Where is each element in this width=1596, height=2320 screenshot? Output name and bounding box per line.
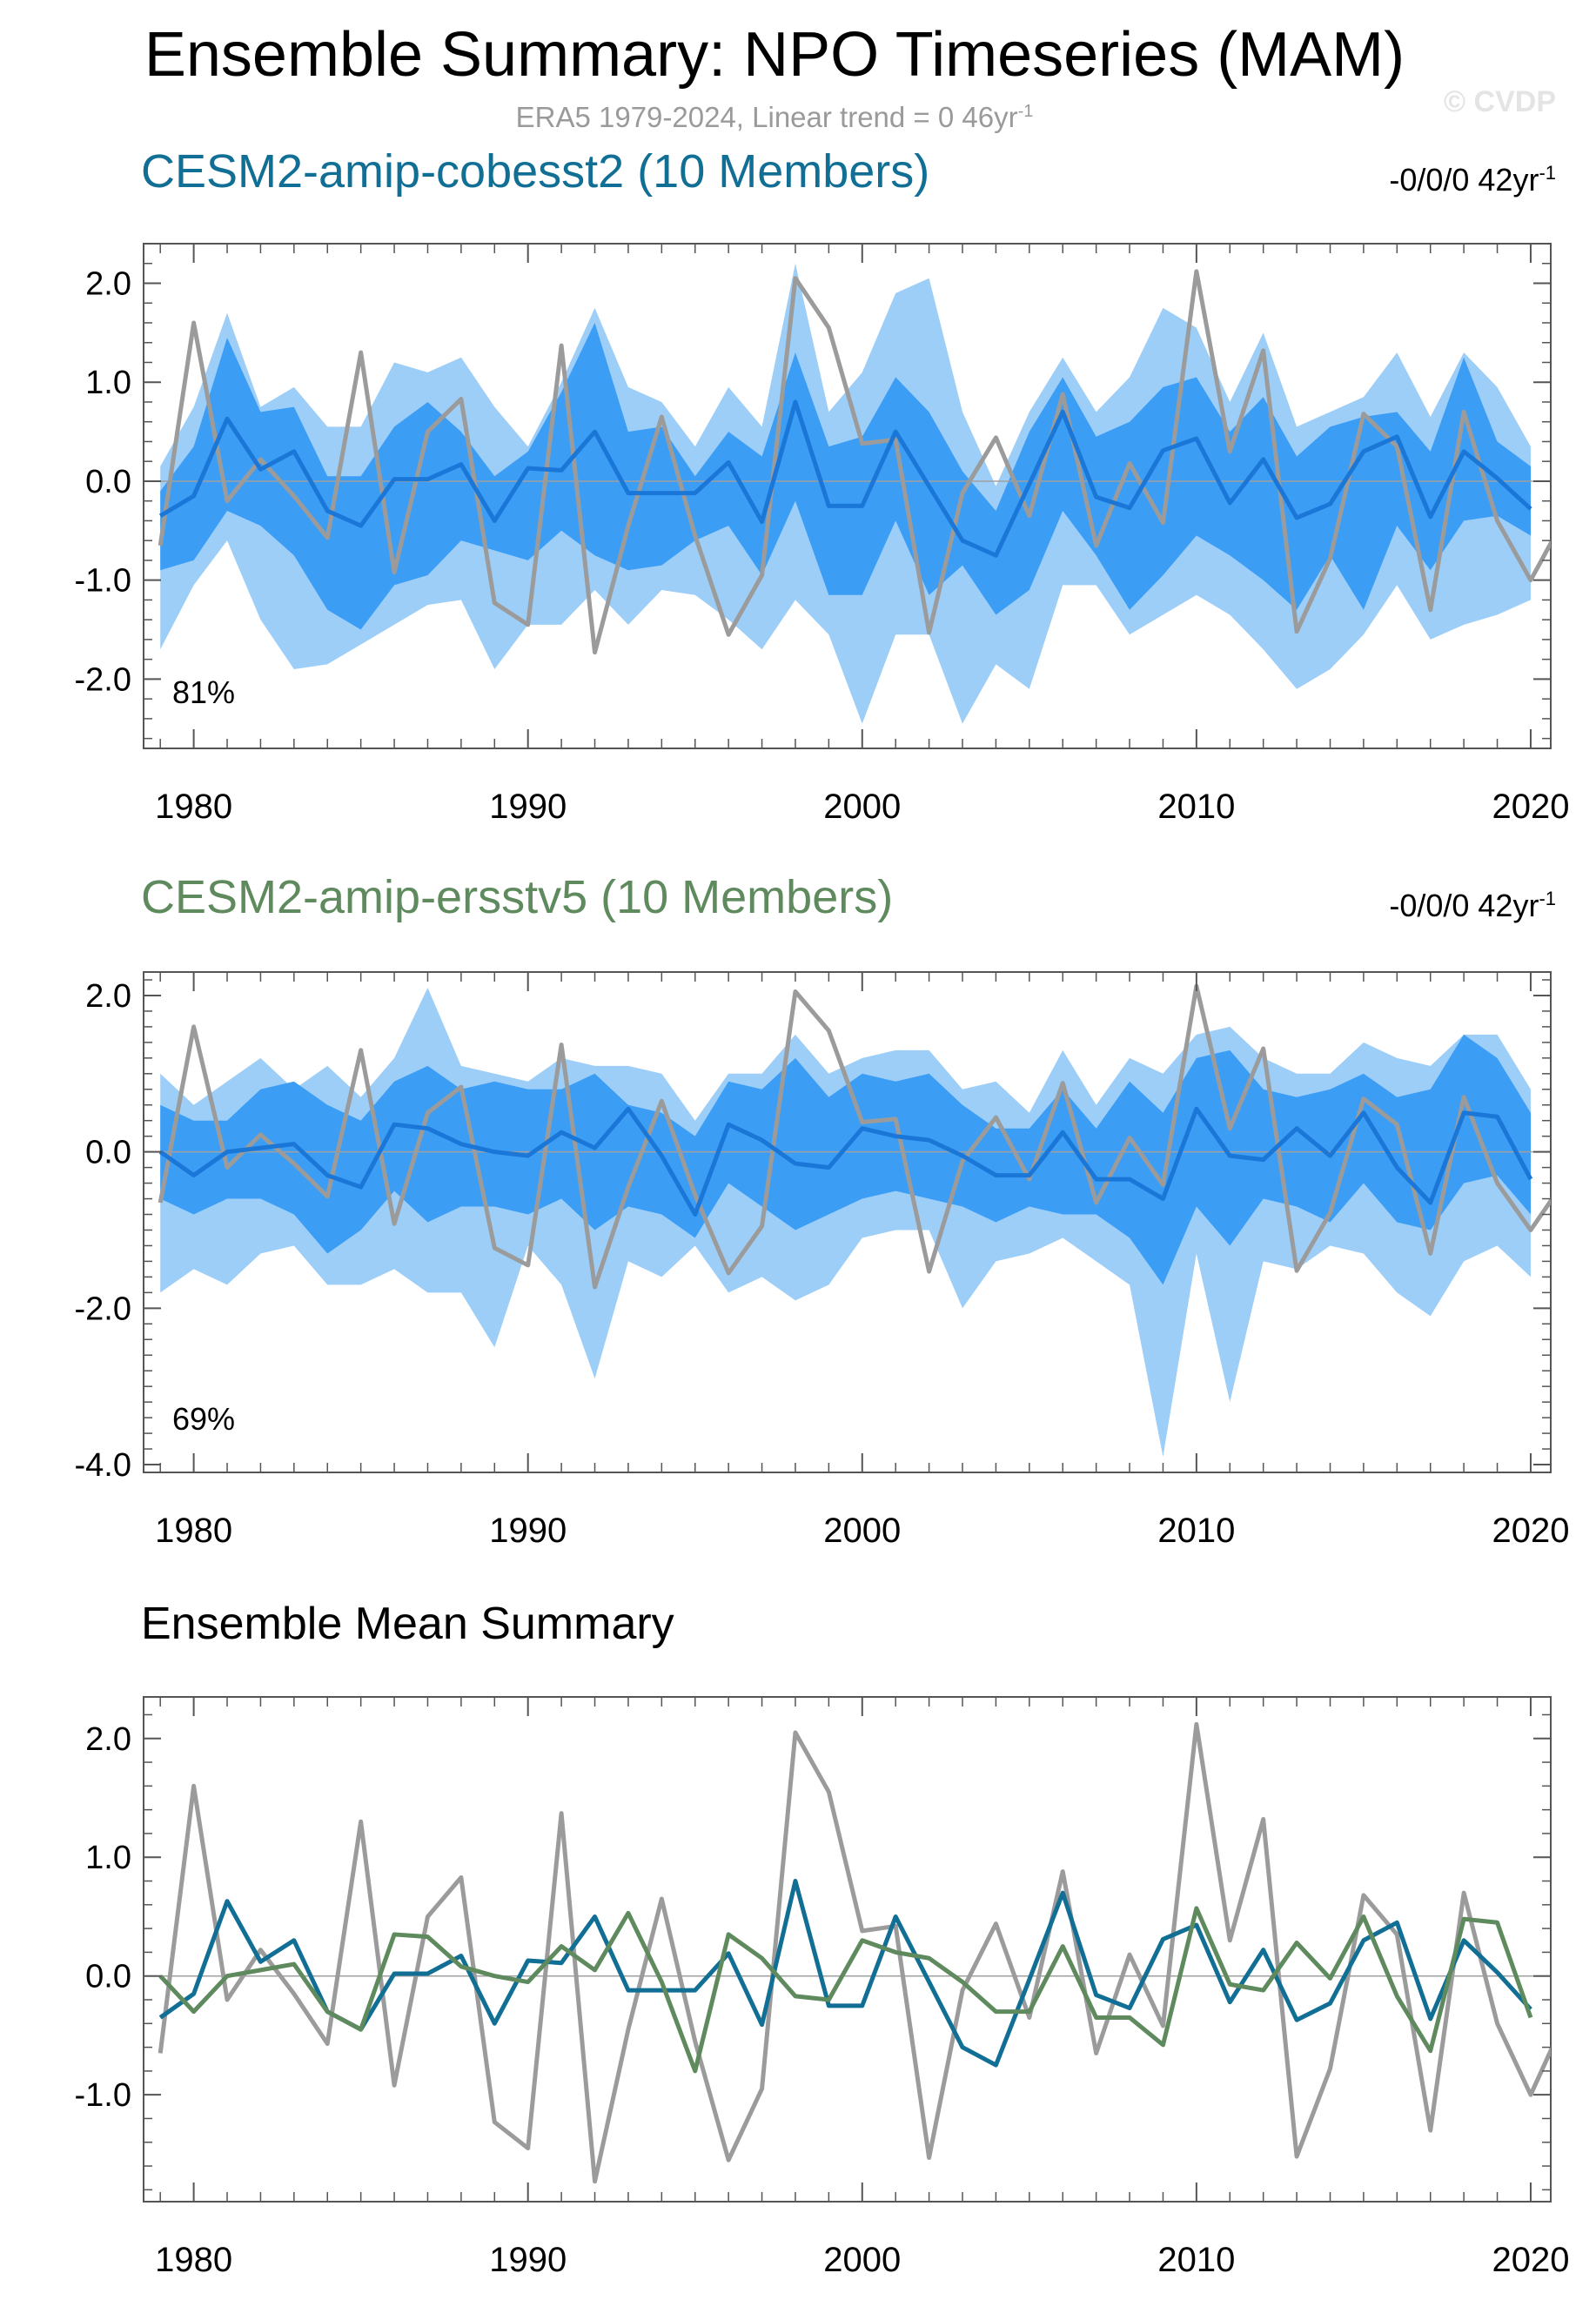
series-line-cesm2-amip-cobesst2 [158, 1879, 1532, 2068]
panel-1-x-tick-label: 2000 [823, 788, 901, 826]
panel-3-y-tick-label: 2.0 [85, 1721, 131, 1758]
subtitle-text: ERA5 1979-2024, Linear trend = 0 46yr [515, 101, 1018, 133]
panel-3-title: Ensemble Mean Summary [141, 1599, 674, 1649]
panel-1-frame [143, 243, 1552, 749]
panel-2-frame [143, 971, 1552, 1473]
panel-2-title: CESM2-amip-ersstv5 (10 Members) [141, 871, 894, 923]
panel-2-x-tick-label: 1990 [489, 1512, 567, 1550]
panel-2-y-tick-label: -2.0 [75, 1291, 131, 1327]
panel-2-obs-line [158, 983, 1551, 1290]
panel-1-x-tick-label: 2010 [1157, 788, 1235, 826]
panel-1-trend-text: -0/0/0 42yr [1389, 162, 1539, 198]
panel-2-trend-sup: -1 [1539, 888, 1556, 909]
panel-2-trend-text: -0/0/0 42yr [1389, 888, 1539, 923]
series-line-era5 [158, 1721, 1551, 2184]
figure-title: Ensemble Summary: NPO Timeseries (MAM) [144, 20, 1405, 90]
panel-2-y-tick-label: 0.0 [85, 1135, 131, 1171]
panel-1-x-tick-label: 2020 [1492, 788, 1569, 826]
panel-1-obs-line [158, 269, 1551, 655]
panel-2-x-tick-label: 2010 [1157, 1512, 1235, 1550]
panel-3-x-tick-label: 2010 [1157, 2241, 1235, 2279]
panel-2-iqr-band [160, 1034, 1531, 1285]
panel-3-x-tick-label: 1980 [155, 2241, 232, 2279]
panel-1-y-tick-label: -1.0 [75, 563, 131, 600]
panel-1-ensemble-mean-line [158, 399, 1532, 558]
panel-3-y-tick-label: 0.0 [85, 1959, 131, 1995]
panel-3-y-tick-label: -1.0 [75, 2077, 131, 2114]
panel-2-trend: -0/0/0 42yr-1 [1389, 888, 1556, 924]
panel-2-y-tick-label: -4.0 [75, 1447, 131, 1484]
panel-1-y-tick-label: 1.0 [85, 365, 131, 401]
panel-3-y-tick-label: 1.0 [85, 1840, 131, 1876]
panel-1-percent-label: 81% [172, 674, 235, 710]
panel-1-y-tick-label: 2.0 [85, 265, 131, 302]
cvdp-watermark: © CVDP [1444, 85, 1556, 118]
panel-2-percent-label: 69% [172, 1401, 235, 1437]
subtitle-sup: -1 [1017, 102, 1034, 121]
panel-2-y-tick-label: 2.0 [85, 978, 131, 1015]
panel-2-x-tick-label: 2020 [1492, 1512, 1569, 1550]
panel-2-x-tick-label: 2000 [823, 1512, 901, 1550]
panel-2-x-tick-label: 1980 [155, 1512, 232, 1550]
panel-2-ensemble-mean-line [158, 1106, 1533, 1217]
panel-1-title: CESM2-amip-cobesst2 (10 Members) [141, 145, 930, 198]
panel-3-x-tick-label: 1990 [489, 2241, 567, 2279]
panel-1-x-tick-label: 1980 [155, 788, 232, 826]
panel-1-trend-sup: -1 [1539, 162, 1556, 184]
panel-1-x-tick-label: 1990 [489, 788, 567, 826]
panel-1-iqr-band [160, 322, 1531, 630]
panel-3-x-tick-label: 2020 [1492, 2241, 1569, 2279]
panel-1-y-tick-label: 0.0 [85, 464, 131, 500]
figure-subtitle: ERA5 1979-2024, Linear trend = 0 46yr-1 [0, 101, 1549, 134]
panel-1-y-tick-label: -2.0 [75, 661, 131, 698]
panel-3-frame [143, 1696, 1552, 2203]
series-line-cesm2-amip-ersstv5 [158, 1906, 1533, 2074]
panel-1-trend: -0/0/0 42yr-1 [1389, 162, 1556, 198]
panel-3-x-tick-label: 2000 [823, 2241, 901, 2279]
